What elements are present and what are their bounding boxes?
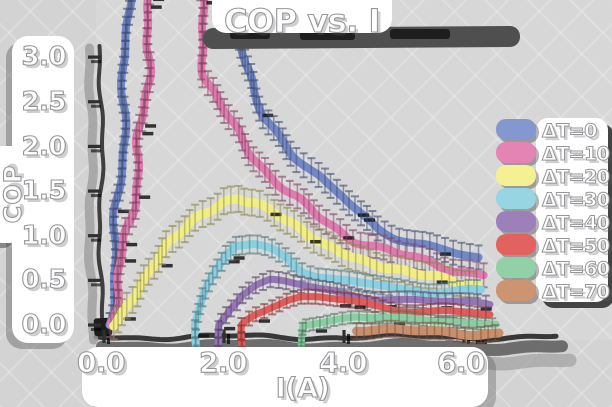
legend-item-patch [496, 257, 536, 278]
y-tick-shadow [91, 283, 101, 287]
y-tick-label: 3.0 [21, 41, 67, 72]
y-axis-label-strip [12, 36, 74, 343]
x-tick-label: 0.0 [76, 345, 126, 379]
legend-item-patch [496, 280, 536, 301]
y-tick [88, 189, 101, 193]
x-tick-label: 6.0 [436, 345, 486, 379]
x-tick [342, 330, 346, 343]
x-tick-label: 2.0 [198, 345, 248, 379]
y-tick [88, 144, 101, 148]
legend-item-label: ΔT=10 [542, 143, 611, 166]
legend-item-patch [496, 142, 536, 163]
y-tick-shadow [91, 238, 101, 242]
y-tick-shadow [91, 194, 101, 198]
y-tick-shadow [91, 60, 101, 64]
y-tick [88, 55, 101, 59]
series-dT=10 [106, 0, 488, 339]
x-axis-title: I(A) [275, 372, 330, 404]
x-tick-label: 4.0 [318, 345, 368, 379]
legend-box [536, 118, 608, 302]
x-axis-label-strip [82, 347, 488, 407]
y-tick-shadow [91, 328, 101, 331]
y-tick-label: 1.0 [21, 220, 67, 251]
legend-item-label: ΔT=0 [542, 120, 598, 143]
y-tick-label: 0.5 [21, 264, 67, 295]
y-tick-shadow [91, 149, 101, 153]
shadow-dash [390, 29, 450, 39]
chart-title: COP vs. I [223, 1, 380, 40]
x-tick-shadow [347, 334, 350, 344]
legend-item-label: ΔT=20 [542, 166, 611, 189]
y-axis-title: COP [0, 164, 28, 224]
y-tick-label: 0.0 [21, 309, 67, 340]
legend-item-label: ΔT=40 [542, 212, 611, 235]
y-tick [88, 323, 101, 327]
y-axis-title-box [0, 146, 18, 243]
legend-item-patch [496, 234, 536, 255]
y-tick-label: 2.0 [21, 131, 67, 162]
y-tick-label: 2.5 [21, 86, 67, 117]
shadow-dash [300, 31, 355, 40]
x-tick-shadow [227, 334, 230, 344]
legend-item-patch [496, 188, 536, 209]
y-tick [88, 234, 101, 238]
x-tick [102, 330, 106, 343]
legend-item-label: ΔT=30 [542, 189, 611, 212]
legend-item-patch [496, 211, 536, 232]
title-box [212, 0, 392, 33]
left-spine-shadow [83, 43, 99, 345]
x-tick-shadow [107, 334, 110, 344]
legend-item-patch [496, 119, 536, 140]
series-dT=20 [109, 184, 483, 341]
y-tick-shadow [91, 104, 101, 108]
legend-item-label: ΔT=60 [542, 258, 611, 281]
y-tick-label: 1.5 [21, 175, 67, 206]
y-tick [88, 100, 101, 104]
legend-item-patch [496, 165, 536, 186]
y-tick [88, 278, 101, 282]
x-tick [222, 330, 226, 343]
series-dT=70 [352, 319, 504, 345]
shadow-dash [230, 30, 270, 39]
legend-item-label: ΔT=50 [542, 235, 611, 258]
legend-item-label: ΔT=70 [542, 281, 611, 304]
